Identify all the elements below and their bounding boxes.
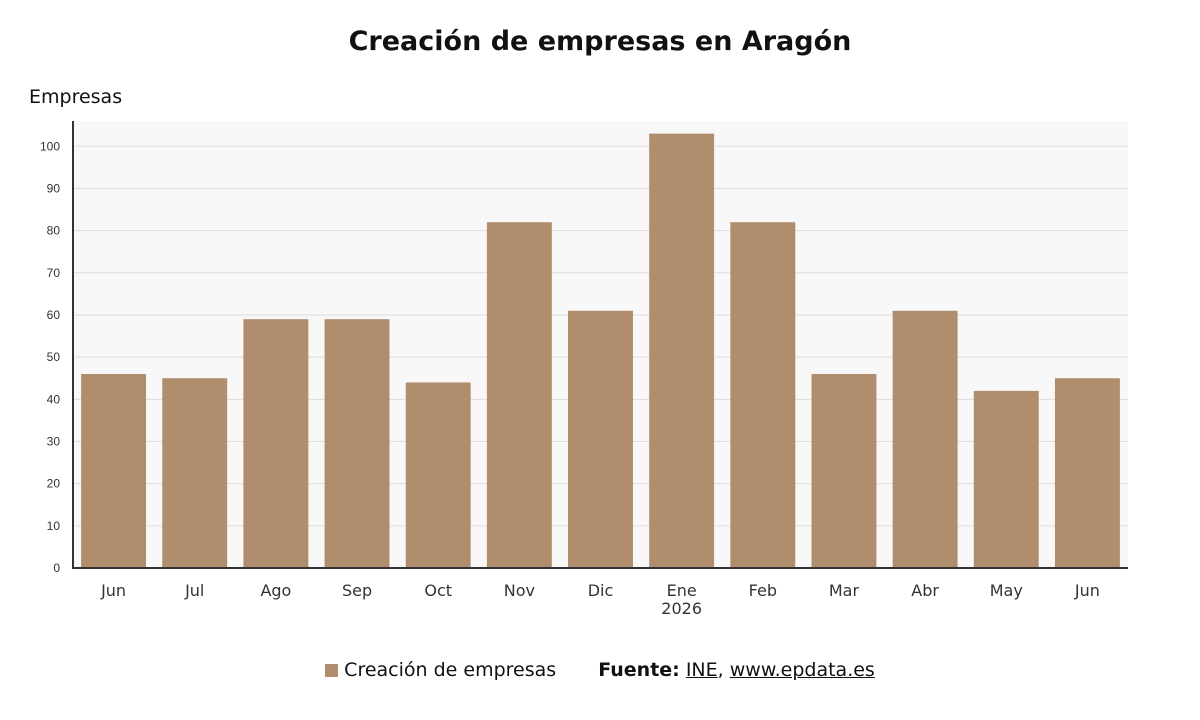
y-tick-label: 50 bbox=[47, 350, 61, 364]
y-tick-label: 20 bbox=[47, 477, 61, 491]
bar bbox=[973, 390, 1039, 568]
x-year-label: 2026 bbox=[661, 599, 702, 618]
legend: Creación de empresas Fuente: INE, www.ep… bbox=[0, 658, 1200, 681]
x-tick-label: Dic bbox=[588, 581, 614, 600]
x-tick-label: Feb bbox=[749, 581, 777, 600]
x-tick-label: Oct bbox=[424, 581, 452, 600]
y-tick-label: 90 bbox=[47, 181, 61, 195]
source-link-epdata[interactable]: www.epdata.es bbox=[729, 658, 875, 681]
bar bbox=[243, 319, 309, 568]
y-tick-label: 30 bbox=[47, 434, 61, 448]
bar bbox=[1054, 378, 1120, 568]
x-tick-label: Jun bbox=[100, 581, 126, 600]
legend-swatch bbox=[325, 663, 339, 677]
y-axis-label: Empresas bbox=[29, 86, 123, 108]
bar bbox=[486, 222, 552, 568]
y-tick-label: 70 bbox=[47, 266, 61, 280]
source-note: Fuente: INE, www.epdata.es bbox=[598, 659, 875, 681]
y-tick-label: 40 bbox=[47, 392, 61, 406]
legend-item[interactable]: Creación de empresas bbox=[325, 659, 556, 681]
bar bbox=[568, 310, 633, 568]
x-tick-label: May bbox=[990, 581, 1023, 600]
bar bbox=[730, 222, 796, 568]
x-tick-label: Mar bbox=[829, 581, 860, 600]
bar bbox=[324, 319, 390, 568]
y-tick-label: 100 bbox=[40, 139, 60, 153]
source-link-ine[interactable]: INE bbox=[685, 658, 718, 681]
bar bbox=[405, 382, 471, 568]
bar bbox=[811, 374, 877, 568]
chart-title: Creación de empresas en Aragón bbox=[348, 26, 852, 57]
x-tick-label: Ago bbox=[260, 581, 291, 600]
x-tick-label: Abr bbox=[911, 581, 939, 600]
source-prefix: Fuente: bbox=[598, 658, 680, 681]
x-tick-label: Nov bbox=[504, 581, 535, 600]
y-tick-label: 0 bbox=[53, 561, 60, 575]
y-tick-label: 60 bbox=[47, 308, 61, 322]
bar bbox=[162, 378, 228, 568]
bar bbox=[892, 310, 958, 568]
bar bbox=[81, 374, 147, 568]
y-tick-label: 10 bbox=[47, 519, 61, 533]
y-tick-label: 80 bbox=[47, 224, 61, 238]
legend-label: Creación de empresas bbox=[344, 658, 557, 681]
x-tick-label: Jun bbox=[1074, 581, 1100, 600]
x-tick-label: Jul bbox=[184, 581, 204, 600]
source-separator: , bbox=[717, 658, 724, 681]
bar bbox=[649, 133, 715, 568]
x-tick-label: Sep bbox=[342, 581, 372, 600]
x-tick-label: Ene bbox=[667, 581, 697, 600]
